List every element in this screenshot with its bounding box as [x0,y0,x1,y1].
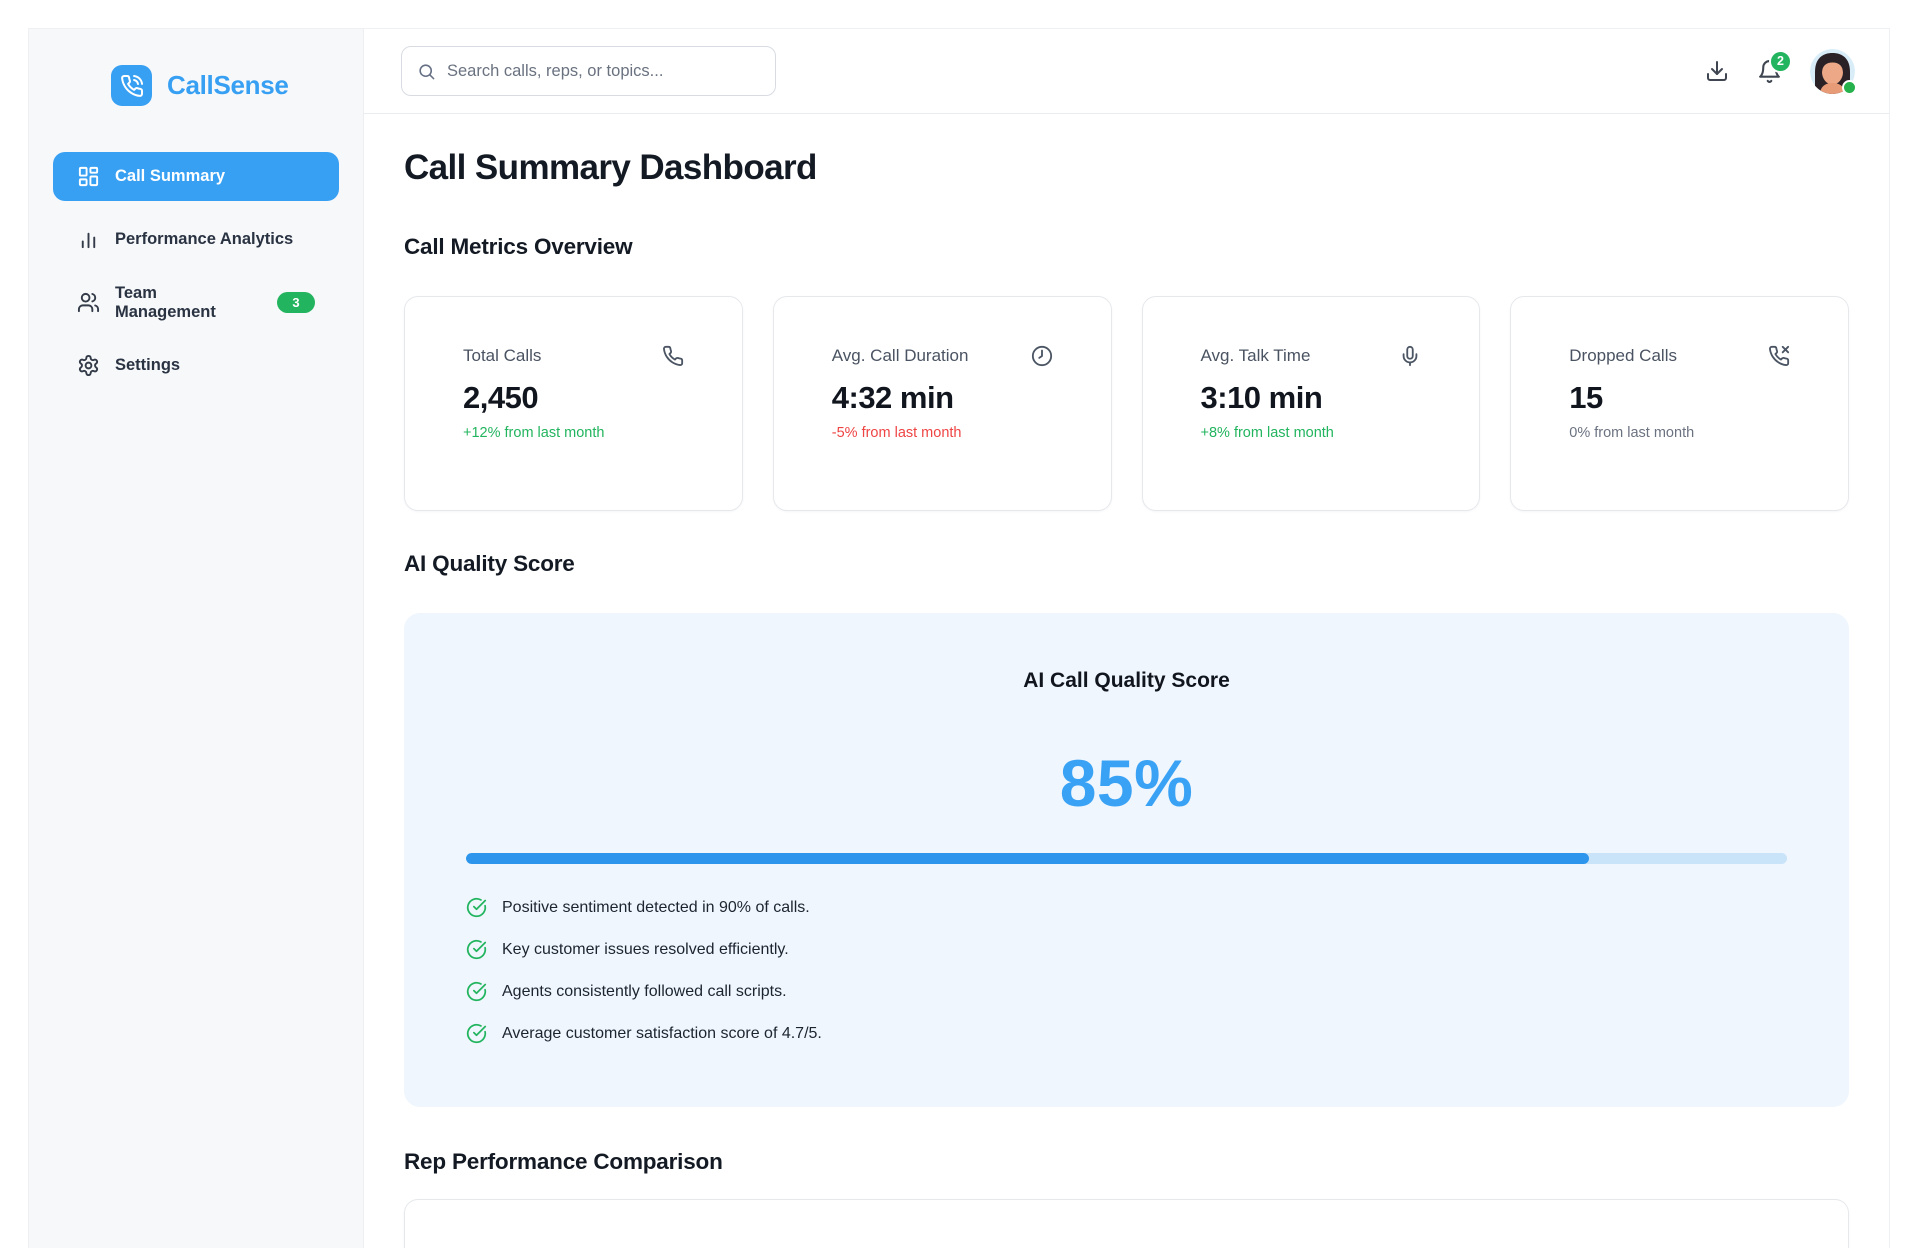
quality-card-title: AI Call Quality Score [1023,669,1230,692]
sidebar-item-call-summary[interactable]: Call Summary [53,152,339,201]
insight-text: Positive sentiment detected in 90% of ca… [502,898,810,916]
metric-value: 2,450 [463,380,539,415]
insight-text: Key customer issues resolved efficiently… [502,940,789,958]
insight-text: Agents consistently followed call script… [502,982,787,1000]
metric-delta: -5% from last month [831,425,962,441]
metric-delta: 0% from last month [1569,425,1695,441]
top-bar-actions: 2 [1705,48,1857,95]
sidebar-item-performance-analytics[interactable]: Performance Analytics [53,215,339,264]
search-input[interactable] [447,61,760,81]
rep-performance-card [404,1199,1849,1248]
metric-value: 15 [1569,380,1603,415]
sidebar-item-label: Call Summary [115,167,226,185]
clock-icon [1031,345,1053,367]
metric-cards-row: Total Calls 2,450 +12% from last month A… [404,296,1849,511]
notification-count-badge: 2 [1769,49,1792,73]
metric-card-avg-talk-time: Avg. Talk Time 3:10 min +8% from last mo… [1141,296,1481,511]
list-item: Agents consistently followed call script… [466,981,1787,1002]
metric-value: 4:32 min [831,380,954,415]
search-box[interactable] [401,46,776,96]
sidebar-item-label: Settings [115,356,181,374]
check-circle-icon [466,897,487,918]
sidebar: CallSense Call Summary Performance Analy… [29,29,364,1248]
phone-call-icon [111,65,152,106]
metric-card-dropped-calls: Dropped Calls 15 0% from last month [1510,296,1849,511]
metric-label: Total Calls [463,346,542,365]
check-circle-icon [466,939,487,960]
sidebar-item-settings[interactable]: Settings [53,341,339,390]
app-window: CallSense Call Summary Performance Analy… [28,28,1890,1248]
main-area: 2 [364,29,1889,1248]
metric-delta: +12% from last month [463,425,605,441]
quality-progress-fill [466,853,1589,864]
top-bar: 2 [364,29,1889,114]
quality-section-heading: AI Quality Score [404,551,575,576]
page-title: Call Summary Dashboard [404,148,817,187]
sidebar-nav: Call Summary Performance Analytics Team … [53,152,339,390]
metric-label: Dropped Calls [1569,346,1677,365]
metric-card-total-calls: Total Calls 2,450 +12% from last month [404,296,743,511]
phone-missed-icon [1768,345,1790,367]
metric-label: Avg. Call Duration [831,346,969,365]
brand-name: CallSense [167,70,289,100]
ai-quality-panel: AI Call Quality Score 85% Positive senti… [404,613,1849,1107]
download-icon [1705,59,1729,83]
quality-progress-track [466,853,1787,864]
mic-icon [1399,345,1421,367]
sidebar-item-label: Performance Analytics [115,230,294,248]
check-circle-icon [466,981,487,1002]
dashboard-icon [77,165,100,188]
search-icon [417,62,436,81]
rep-section-heading: Rep Performance Comparison [404,1149,723,1174]
metric-label: Avg. Talk Time [1200,346,1311,365]
list-item: Positive sentiment detected in 90% of ca… [466,897,1787,918]
metric-value: 3:10 min [1200,380,1323,415]
metrics-section-heading: Call Metrics Overview [404,234,633,259]
download-button[interactable] [1705,59,1729,83]
team-count-badge: 3 [277,292,315,313]
quality-score-value: 85% [1059,746,1194,820]
insight-text: Average customer satisfaction score of 4… [502,1024,822,1042]
bar-chart-icon [77,228,100,251]
list-item: Average customer satisfaction score of 4… [466,1023,1787,1044]
notifications-button[interactable]: 2 [1757,49,1792,84]
metric-card-avg-call-duration: Avg. Call Duration 4:32 min -5% from las… [772,296,1112,511]
list-item: Key customer issues resolved efficiently… [466,939,1787,960]
gear-icon [77,354,100,377]
sidebar-item-team-management[interactable]: Team Management 3 [53,278,339,327]
users-icon [77,291,100,314]
brand-logo: CallSense [29,29,363,106]
user-avatar[interactable] [1810,48,1857,95]
metric-delta: +8% from last month [1200,425,1334,441]
page-content: Call Summary Dashboard Call Metrics Over… [364,114,1889,1248]
check-circle-icon [466,1023,487,1044]
online-status-dot [1842,79,1857,95]
quality-insights-list: Positive sentiment detected in 90% of ca… [466,897,1787,1044]
phone-icon [662,345,684,367]
sidebar-item-label: Team Management [115,283,216,321]
